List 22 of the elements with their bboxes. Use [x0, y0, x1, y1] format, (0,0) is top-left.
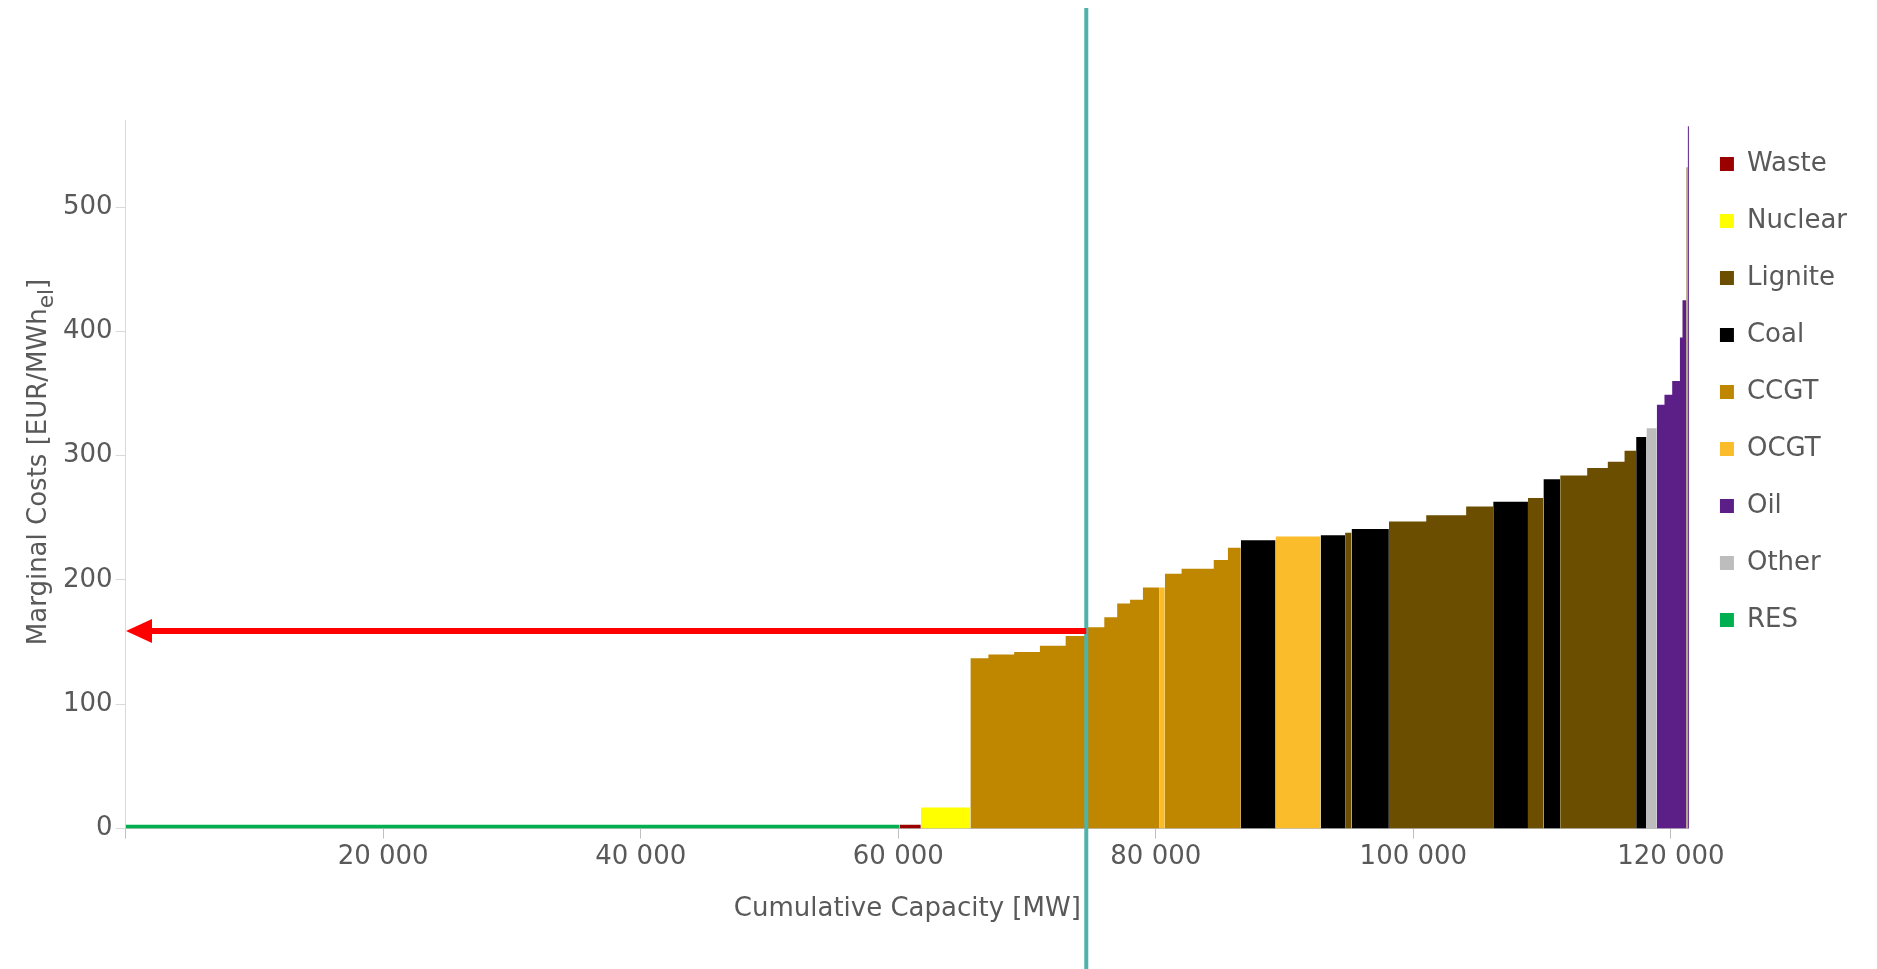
legend-label: RES	[1746, 602, 1798, 633]
x-tick-label: 60 000	[852, 839, 944, 870]
legend-label: Nuclear	[1746, 203, 1848, 234]
y-tick-label: 100	[62, 687, 113, 718]
legend-label: Coal	[1746, 317, 1805, 348]
x-axis-title: Cumulative Capacity [MW]	[733, 892, 1081, 923]
y-tick-label: 0	[96, 811, 113, 842]
y-tick-label: 500	[62, 189, 113, 220]
legend-label: Other	[1746, 545, 1822, 576]
legend-label: CCGT	[1746, 374, 1819, 405]
x-tick-label: 40 000	[595, 839, 687, 870]
x-tick-label: 20 000	[337, 839, 429, 870]
x-tick-label: 100 000	[1359, 839, 1468, 870]
x-tick-label: 120 000	[1617, 839, 1725, 870]
x-tick-label: 80 000	[1110, 839, 1202, 870]
legend-label: Lignite	[1746, 260, 1836, 291]
y-tick-label: 400	[62, 314, 113, 345]
legend-label: OCGT	[1746, 431, 1821, 462]
legend-label: Oil	[1746, 488, 1782, 519]
y-tick-label: 300	[62, 438, 113, 469]
y-tick-label: 200	[62, 562, 113, 593]
legend-label: Waste	[1746, 146, 1827, 177]
